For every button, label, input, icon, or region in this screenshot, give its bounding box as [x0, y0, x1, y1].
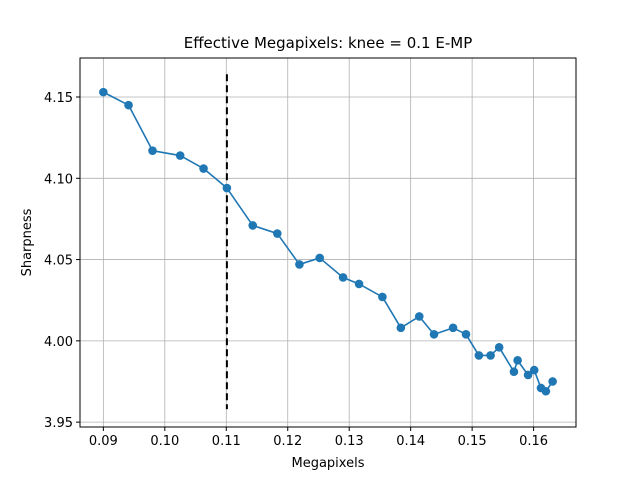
- data-point: [338, 273, 348, 282]
- series-layer: [99, 87, 557, 396]
- y-axis-label: Sharpness: [20, 208, 35, 276]
- data-point: [396, 323, 406, 333]
- plot-frame: [79, 57, 577, 428]
- x-tick-label: 0.14: [396, 434, 425, 449]
- y-tick-label: 3.95: [44, 416, 73, 431]
- data-point: [523, 370, 533, 380]
- data-point: [529, 365, 539, 375]
- data-point: [295, 260, 304, 269]
- data-point: [548, 377, 557, 386]
- x-tick-label: 0.11: [212, 434, 241, 449]
- y-tick-label: 4.05: [44, 254, 73, 269]
- data-point: [509, 367, 519, 377]
- data-point: [272, 229, 282, 238]
- x-tick-label: 0.10: [150, 434, 179, 449]
- y-tick-label: 4.10: [44, 172, 73, 187]
- data-point: [448, 323, 458, 333]
- data-point: [541, 386, 551, 396]
- data-point: [414, 312, 424, 321]
- data-point: [486, 351, 495, 360]
- data-point: [99, 87, 108, 97]
- y-tick-label: 4.00: [44, 335, 73, 350]
- data-point: [199, 164, 208, 173]
- data-point: [124, 100, 133, 110]
- data-point: [429, 330, 439, 339]
- data-point: [378, 292, 387, 302]
- x-tick-label: 0.12: [273, 434, 302, 449]
- x-tick-label: 0.16: [519, 434, 548, 449]
- chart-title: Effective Megapixels: knee = 0.1 E-MP: [184, 34, 473, 52]
- data-point: [248, 221, 258, 230]
- x-tick-label: 0.13: [335, 434, 364, 449]
- x-axis-label: Megapixels: [292, 456, 365, 471]
- data-point: [175, 151, 185, 160]
- data-point: [315, 253, 325, 263]
- x-tick-label: 0.15: [458, 434, 487, 449]
- data-point: [148, 146, 157, 155]
- data-point: [461, 330, 471, 339]
- data-point: [513, 356, 522, 365]
- y-tick-label: 4.15: [44, 91, 73, 106]
- x-tick-label: 0.09: [89, 434, 118, 449]
- data-point: [354, 279, 364, 289]
- data-point: [494, 343, 504, 352]
- x-axis-ticks: 0.09 0.10 0.11 0.12 0.13 0.14 0.15 0.16: [89, 427, 548, 449]
- y-axis-ticks: 3.95 4.00 4.05 4.10 4.15: [44, 91, 80, 431]
- data-point: [222, 183, 232, 193]
- data-point: [474, 351, 484, 360]
- series-line: [102, 91, 554, 393]
